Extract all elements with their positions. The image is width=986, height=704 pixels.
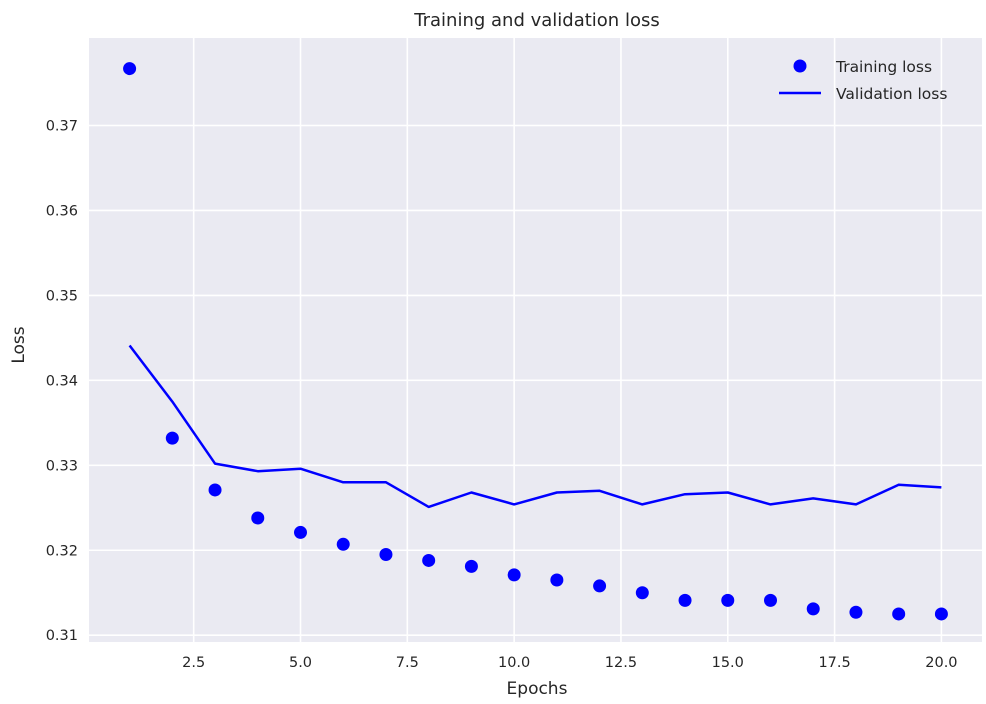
x-tick-label: 10.0	[498, 655, 530, 671]
validation-loss-series	[128, 344, 942, 509]
training-loss-point	[721, 593, 735, 607]
x-axis-ticks: 2.5 5.0 7.5 10.0 12.5 15.0 17.5 20.0	[182, 655, 957, 671]
training-loss-point	[208, 483, 222, 497]
validation-loss-line	[128, 344, 942, 509]
plot-area	[89, 38, 982, 642]
y-tick-label: 0.34	[46, 373, 78, 389]
training-loss-series	[123, 62, 948, 621]
training-loss-point	[251, 511, 265, 525]
training-loss-point	[123, 62, 137, 76]
y-gridlines	[89, 124, 982, 637]
training-loss-point	[294, 525, 307, 539]
y-tick-label: 0.33	[46, 458, 78, 474]
x-tick-label: 7.5	[396, 655, 419, 671]
y-axis-label: Loss	[9, 326, 29, 363]
training-loss-point	[764, 593, 777, 607]
y-axis-ticks: 0.31 0.32 0.33 0.34 0.35 0.36 0.37	[46, 118, 78, 644]
training-loss-point	[678, 593, 692, 607]
training-loss-point	[806, 602, 820, 616]
training-loss-point	[550, 573, 564, 587]
legend-training-marker	[793, 59, 807, 73]
chart-title: Training and validation loss	[413, 10, 659, 31]
y-tick-label: 0.36	[46, 203, 78, 219]
x-tick-label: 5.0	[289, 655, 312, 671]
x-axis-label: Epochs	[507, 679, 568, 699]
training-loss-point	[422, 553, 436, 567]
x-gridlines	[192, 38, 943, 642]
training-loss-point	[507, 568, 521, 582]
x-tick-label: 12.5	[605, 655, 637, 671]
training-loss-point	[464, 559, 478, 573]
x-tick-label: 20.0	[925, 655, 957, 671]
training-loss-point	[849, 605, 863, 619]
y-tick-label: 0.31	[46, 628, 78, 644]
legend: Training loss Validation loss	[779, 58, 947, 103]
x-tick-label: 17.5	[818, 655, 850, 671]
training-loss-point	[892, 607, 906, 621]
training-loss-point	[934, 607, 948, 621]
training-loss-point	[336, 537, 350, 551]
training-loss-point	[379, 548, 393, 562]
x-tick-label: 2.5	[182, 655, 205, 671]
x-tick-label: 15.0	[712, 655, 744, 671]
y-tick-label: 0.32	[46, 543, 78, 559]
y-tick-label: 0.37	[46, 118, 78, 134]
legend-training-label: Training loss	[835, 58, 932, 76]
training-loss-point	[635, 586, 649, 600]
y-tick-label: 0.35	[46, 288, 78, 304]
legend-validation-label: Validation loss	[836, 85, 947, 103]
training-loss-point	[593, 579, 607, 593]
training-loss-point	[165, 431, 179, 445]
